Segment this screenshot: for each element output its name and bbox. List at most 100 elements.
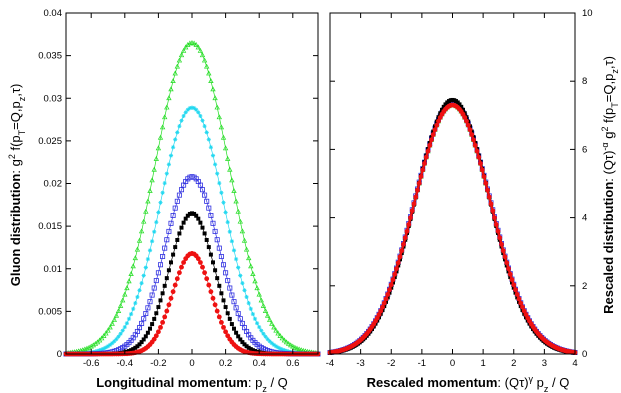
data-point-black <box>246 345 251 350</box>
data-point-red <box>415 187 420 193</box>
data-point-red <box>504 260 510 266</box>
data-point-red <box>170 289 176 295</box>
left-frame <box>65 12 319 355</box>
data-point-green <box>115 308 122 313</box>
right-xlabel-sub: z <box>544 384 549 393</box>
data-point-green <box>178 52 185 58</box>
data-point-red <box>206 282 212 288</box>
data-point-red <box>465 122 471 128</box>
data-point-cyan <box>181 113 186 119</box>
data-point-red <box>376 312 382 318</box>
data-point-green <box>126 278 132 284</box>
data-point-red <box>499 241 504 247</box>
data-point-cyan <box>231 248 237 253</box>
data-point-black <box>129 348 134 353</box>
x-tick-label: 3 <box>542 358 547 369</box>
data-point-green <box>246 255 252 261</box>
data-point-green <box>159 124 166 130</box>
data-point-cyan <box>133 301 138 306</box>
data-point-black <box>238 337 243 342</box>
data-point-black <box>236 334 241 339</box>
data-point-green <box>145 198 151 204</box>
data-point-red <box>402 235 408 241</box>
data-point-red <box>490 208 496 214</box>
data-point-blue <box>166 228 172 234</box>
y-tick-label: 2 <box>582 281 587 292</box>
data-point-black <box>225 311 230 316</box>
data-point-red <box>158 324 163 330</box>
data-point-cyan <box>196 110 201 115</box>
data-point-blue <box>141 316 147 322</box>
y-tick-label: 0.025 <box>38 136 62 147</box>
data-point-red <box>390 277 396 283</box>
series-line-cyan <box>65 107 319 355</box>
y-tick-label: 0.03 <box>44 93 63 104</box>
data-point-black <box>242 342 247 347</box>
data-point-cyan <box>118 331 123 336</box>
data-point-red <box>432 127 438 133</box>
data-point-green <box>162 114 168 120</box>
data-point-red <box>153 333 159 339</box>
data-point-red <box>520 304 525 310</box>
data-point-black <box>198 220 203 225</box>
data-point-cyan <box>139 281 144 286</box>
data-point-blue <box>160 254 166 260</box>
data-point-red <box>179 264 184 270</box>
right-plot-area <box>327 97 578 356</box>
data-point-cyan <box>210 153 216 158</box>
data-point-black <box>232 326 236 331</box>
data-point-green <box>204 63 210 69</box>
left-ylabel-rest: : g <box>8 159 23 173</box>
data-point-cyan <box>124 321 129 326</box>
data-point-green <box>101 333 107 338</box>
data-point-cyan <box>213 162 218 167</box>
data-point-blue <box>199 187 205 193</box>
data-point-green <box>128 271 134 276</box>
data-point-green <box>267 317 273 322</box>
data-point-red <box>216 314 222 320</box>
data-point-red <box>516 296 522 302</box>
right-xlabel-tail: p <box>533 375 544 390</box>
data-point-red <box>387 287 392 293</box>
series-green <box>63 40 321 356</box>
data-point-green <box>294 345 300 351</box>
data-point-green <box>292 344 298 350</box>
data-point-cyan <box>242 288 247 293</box>
data-point-black <box>164 276 169 281</box>
data-point-red <box>399 248 405 254</box>
data-point-green <box>111 317 117 322</box>
data-point-black <box>166 268 171 273</box>
left-xlabel-bold: Longitudinal momentum <box>96 375 248 390</box>
data-point-green <box>99 335 105 341</box>
data-point-green <box>214 104 220 110</box>
data-point-red <box>392 271 398 277</box>
data-point-cyan <box>206 137 211 142</box>
data-point-red <box>483 180 489 186</box>
x-tick-label: -0.2 <box>150 358 166 369</box>
right-xlabel-rest: : (Qτ) <box>497 375 528 390</box>
chart-left: -0.6 -0.4 -0.2 0 0.2 0.4 0.6 0 0.005 0.01 0.015 0.0… <box>7 8 321 393</box>
data-point-blue <box>176 192 182 198</box>
data-point-red <box>436 118 441 124</box>
data-point-cyan <box>145 257 150 262</box>
data-point-red <box>486 194 492 200</box>
data-point-green <box>222 145 229 151</box>
data-point-green <box>86 344 92 350</box>
data-point-green <box>88 343 94 349</box>
data-point-green <box>258 297 264 303</box>
data-point-red <box>472 142 478 148</box>
data-point-black <box>152 316 157 321</box>
data-point-black <box>200 225 205 230</box>
data-point-red <box>406 222 412 227</box>
data-point-black <box>187 211 192 216</box>
data-point-black <box>162 283 167 288</box>
data-point-green <box>157 134 164 140</box>
data-point-black <box>223 305 228 310</box>
data-point-red <box>181 260 187 265</box>
data-point-black <box>156 305 161 310</box>
data-point-blue <box>204 198 210 204</box>
data-point-green <box>288 342 294 348</box>
right-ylabel-tail2: f(p <box>601 108 616 127</box>
